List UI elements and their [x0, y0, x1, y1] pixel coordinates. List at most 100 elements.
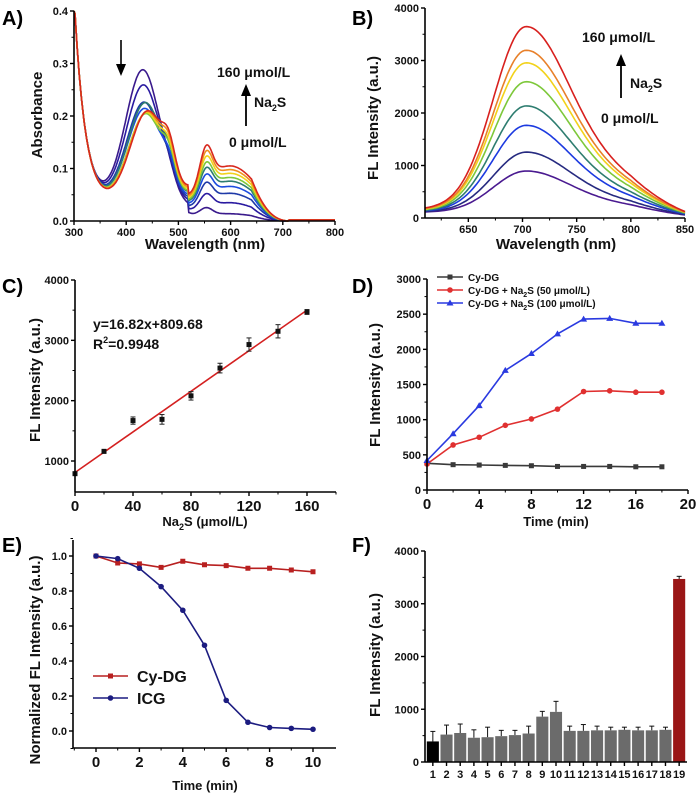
series-1-point [158, 564, 164, 570]
panel-c-plot [72, 309, 310, 477]
absorbance-curve-4 [73, 10, 335, 222]
series-1-point [476, 462, 482, 468]
series-2-point [158, 583, 164, 590]
data-point [246, 342, 252, 348]
x-tick-label: 18 [659, 769, 671, 781]
bar-12 [577, 730, 590, 762]
bar-5 [481, 737, 494, 762]
series-1-point [633, 464, 639, 470]
series-2-point [114, 555, 121, 562]
series-1-point [288, 567, 294, 573]
legend-label: Cy-DG [137, 669, 187, 686]
bar-1 [426, 741, 439, 762]
y-tick-label: 2000 [395, 652, 419, 664]
x-tick-label: 4 [179, 754, 188, 771]
bar-7 [508, 735, 521, 762]
y-tick-label: 4000 [45, 275, 69, 287]
panel-d-ylabel: FL Intensity (a.u.) [367, 323, 384, 447]
panel-b-annotation: 160 μmol/L Na2S 0 μmol/L [582, 29, 662, 126]
panel-f-ylabel: FL Intensity (a.u.) [367, 593, 384, 717]
y-tick-label: 2500 [397, 309, 421, 321]
series-1-point [310, 569, 316, 575]
y-tick-label: 1500 [397, 380, 421, 392]
y-tick-label: 0.6 [52, 621, 67, 633]
y-tick-label: 0.8 [52, 586, 67, 598]
x-tick-label: 4 [471, 769, 478, 781]
series-2-point [450, 442, 456, 448]
down-arrow-icon [116, 64, 126, 76]
panel-e-plot [93, 553, 316, 733]
bar-17 [645, 730, 658, 762]
x-tick-label: 750 [567, 224, 585, 236]
series-1-point [607, 463, 613, 469]
panel-a-axes: 300 400 500 600 700 800 0.0 0.1 0.2 0.3 0.4 [53, 6, 344, 239]
bar-11 [563, 730, 576, 762]
series-1-point [115, 560, 121, 566]
x-tick-label: 5 [485, 769, 491, 781]
x-tick-label: 6 [222, 754, 230, 771]
y-tick-label: 0.0 [53, 216, 68, 228]
series-2-point [180, 607, 186, 614]
series-2-point [476, 434, 483, 441]
absorbance-curve-2 [73, 10, 335, 222]
y-tick-label: 4000 [395, 546, 419, 558]
panel-f-label: F) [352, 535, 371, 557]
bar-16 [632, 730, 645, 762]
y-tick-label: 0.1 [53, 164, 68, 176]
legend-marker [447, 287, 453, 293]
series-2-point [201, 642, 208, 649]
series-line-1 [426, 462, 662, 468]
x-tick-label: 600 [221, 227, 239, 239]
x-tick-label: 80 [183, 498, 200, 515]
y-tick-label: 2000 [45, 396, 69, 408]
legend-label: ICG [137, 691, 165, 708]
series-3-point [580, 315, 588, 322]
x-tick-label: 0 [92, 754, 100, 771]
data-point [304, 309, 310, 315]
data-point [217, 365, 223, 371]
absorbance-curve-6 [73, 10, 335, 222]
panel-c-xlabel: Na2S (μmol/L) [162, 514, 247, 532]
x-tick-label: 120 [236, 498, 261, 515]
panel-c-label: C) [2, 276, 23, 298]
fit-r-squared: R2=0.9948 [93, 335, 159, 352]
panel-f: F) FL Intensity (a.u.) 1 2 3 4 5 6 7 8 9 10 11 12 13… [352, 535, 687, 781]
panel-b-curves [424, 25, 686, 216]
x-tick-label: 2 [443, 769, 449, 781]
x-tick-label: 12 [577, 769, 589, 781]
fit-equation: y=16.82x+809.68 [93, 316, 203, 332]
x-tick-label: 0 [423, 496, 431, 513]
x-tick-label: 14 [605, 769, 618, 781]
y-tick-label: 0.4 [53, 6, 69, 18]
x-tick-label: 16 [627, 496, 644, 513]
series-3-point [554, 330, 561, 337]
series-2-point [310, 726, 316, 733]
panel-a-bottom-label: 0 μmol/L [229, 134, 287, 150]
panel-a: A) Absorbance Wavelength (nm) 300 400 500 6… [2, 6, 344, 253]
up-arrow-icon [241, 84, 251, 96]
bar-2 [440, 734, 453, 762]
series-1-point [555, 463, 560, 469]
y-tick-label: 0.0 [52, 726, 67, 738]
series-1-point [136, 561, 142, 567]
legend-label: Cy-DG [468, 273, 499, 284]
x-tick-label: 3 [457, 769, 463, 781]
panel-b-bottom-label: 0 μmol/L [601, 110, 659, 126]
fluorescence-curve-8 [424, 25, 686, 213]
y-tick-label: 1.0 [52, 551, 67, 563]
x-tick-label: 800 [326, 227, 344, 239]
series-1-point [502, 462, 508, 468]
x-tick-label: 19 [673, 769, 685, 781]
x-tick-label: 13 [591, 769, 603, 781]
up-arrow-icon [616, 54, 626, 66]
legend-marker [108, 673, 113, 679]
x-tick-label: 4 [475, 496, 484, 513]
series-1-point [659, 464, 665, 470]
fluorescence-curve-6 [424, 61, 686, 214]
x-tick-label: 500 [169, 227, 187, 239]
bar-14 [604, 730, 617, 762]
legend-marker [107, 695, 114, 701]
bar-19 [673, 578, 686, 762]
panel-d-plot [423, 314, 666, 470]
panel-c: C) FL Intensity (a.u.) Na2S (μmol/L) 0 40… [2, 275, 337, 532]
